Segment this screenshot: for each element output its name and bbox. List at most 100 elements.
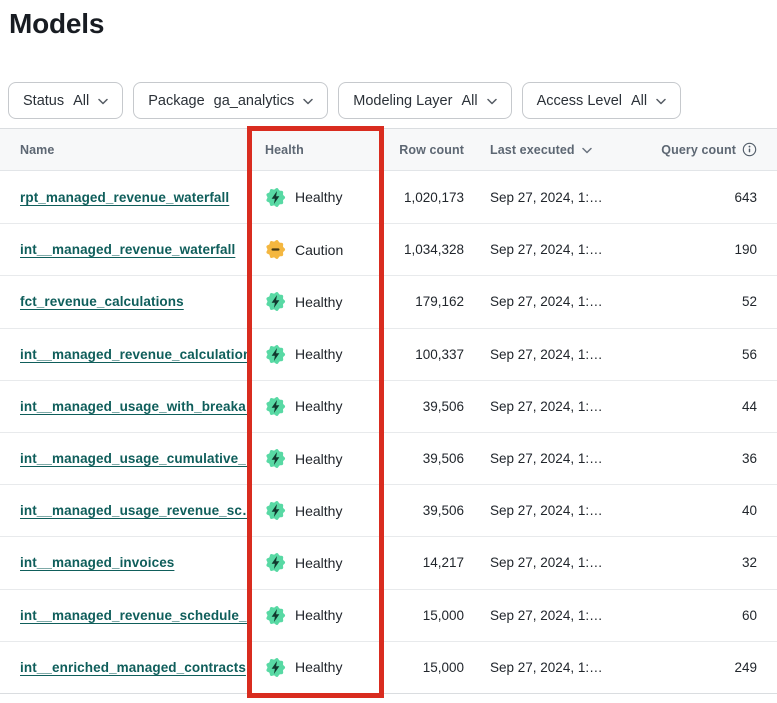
healthy-badge-icon: [265, 605, 286, 626]
filter-status-value: All: [73, 92, 90, 109]
query-count-cell: 60: [741, 607, 757, 623]
model-link[interactable]: int__managed_usage_cumulative_…: [20, 451, 252, 467]
healthy-badge-icon: [265, 657, 286, 678]
filter-package-value: ga_analytics: [213, 92, 295, 109]
row-count-cell: 39,506: [422, 451, 464, 467]
column-header-query-count: Query count: [620, 129, 777, 170]
health-cell: Healthy: [252, 433, 380, 484]
name-cell: int__managed_usage_cumulative_…: [0, 433, 252, 484]
query-count-cell: 249: [734, 659, 757, 675]
model-link[interactable]: rpt_managed_revenue_waterfall: [20, 189, 230, 205]
filter-status[interactable]: Status All: [8, 82, 124, 119]
caution-badge-icon: [265, 239, 286, 260]
table-row: fct_revenue_calculations Healthy 179,162 Se…: [0, 275, 777, 328]
filter-modeling-layer[interactable]: Modeling Layer All: [338, 82, 512, 119]
last-executed-cell: Sep 27, 2024, 1:…: [490, 242, 603, 258]
sort-chevron-icon: [581, 143, 592, 157]
model-link[interactable]: int__managed_usage_revenue_sc…: [20, 503, 252, 519]
row-count-cell: 39,506: [422, 503, 464, 519]
table-row: int__managed_usage_cumulative_… Healthy 39…: [0, 431, 777, 485]
chevron-down-icon: [656, 93, 666, 109]
table-row: int__managed_invoices Healthy 14,217 Sep 27…: [0, 536, 777, 589]
model-link[interactable]: int__managed_revenue_waterfall: [20, 242, 236, 258]
table-row: int__managed_usage_revenue_sc… Healthy 39,…: [0, 484, 777, 537]
column-header-name: Name: [20, 142, 55, 157]
filter-access-level-value: All: [631, 92, 648, 109]
filter-package-label: Package: [148, 92, 205, 109]
column-header-row-count: Row count: [399, 142, 464, 157]
table-row: int__enriched_managed_contracts Healthy 15…: [0, 640, 777, 693]
name-cell: int__enriched_managed_contracts: [0, 642, 252, 693]
chevron-down-icon: [486, 93, 497, 109]
column-header-last-executed[interactable]: Last executed: [470, 129, 620, 170]
model-link[interactable]: fct_revenue_calculations: [20, 294, 184, 310]
health-cell: Healthy: [252, 642, 380, 693]
healthy-badge-icon: [265, 291, 286, 312]
info-icon[interactable]: [742, 142, 757, 157]
model-link[interactable]: int__managed_usage_with_breaka…: [20, 398, 252, 414]
filter-access-level-label: Access Level: [536, 92, 622, 109]
row-count-cell: 179,162: [415, 294, 464, 310]
last-executed-cell: Sep 27, 2024, 1:…: [490, 659, 603, 675]
query-count-cell: 44: [741, 398, 757, 414]
filter-modeling-layer-label: Modeling Layer: [353, 92, 453, 109]
health-label: Healthy: [295, 554, 343, 571]
health-cell: Healthy: [252, 537, 380, 588]
query-count-cell: 56: [741, 346, 757, 362]
healthy-badge-icon: [265, 344, 286, 365]
filter-bar: Status All Package ga_analytics Modeling L…: [8, 82, 777, 119]
last-executed-cell: Sep 27, 2024, 1:…: [490, 294, 603, 310]
health-label: Caution: [295, 241, 344, 258]
table-row: rpt_managed_revenue_waterfall Healthy 1,02…: [0, 171, 777, 224]
health-cell: Healthy: [252, 381, 380, 432]
column-header-health: Health: [265, 142, 304, 157]
row-count-cell: 14,217: [422, 555, 464, 571]
last-executed-cell: Sep 27, 2024, 1:…: [490, 398, 603, 414]
filter-package[interactable]: Package ga_analytics: [133, 82, 329, 119]
table-row: int__managed_revenue_calculations Healthy…: [0, 327, 777, 380]
row-count-cell: 15,000: [422, 607, 464, 623]
health-label: Healthy: [295, 189, 343, 206]
query-count-cell: 32: [741, 555, 757, 571]
health-cell: Healthy: [252, 590, 380, 641]
row-count-cell: 15,000: [422, 659, 464, 675]
healthy-badge-icon: [265, 552, 286, 573]
row-count-cell: 1,020,173: [403, 189, 464, 205]
healthy-badge-icon: [265, 396, 286, 417]
page-title: Models: [9, 8, 105, 39]
models-table: Name Health Row count Last executed Quer…: [0, 128, 777, 694]
last-executed-cell: Sep 27, 2024, 1:…: [490, 189, 603, 205]
name-cell: int__managed_revenue_calculations: [0, 329, 252, 380]
filter-modeling-layer-value: All: [461, 92, 478, 109]
table-body: rpt_managed_revenue_waterfall Healthy 1,02…: [0, 171, 777, 693]
filter-status-label: Status: [23, 92, 65, 109]
health-label: Healthy: [295, 502, 343, 519]
row-count-cell: 39,506: [422, 398, 464, 414]
health-cell: Healthy: [252, 485, 380, 536]
name-cell: fct_revenue_calculations: [0, 276, 252, 327]
chevron-down-icon: [98, 93, 108, 109]
healthy-badge-icon: [265, 187, 286, 208]
name-cell: int__managed_revenue_waterfall: [0, 224, 252, 275]
health-cell: Healthy: [252, 171, 380, 223]
query-count-cell: 40: [741, 503, 757, 519]
last-executed-cell: Sep 27, 2024, 1:…: [490, 451, 603, 467]
health-cell: Healthy: [252, 276, 380, 327]
table-row: int__managed_revenue_waterfall Caution 1,0…: [0, 223, 777, 276]
health-label: Healthy: [295, 607, 343, 624]
model-link[interactable]: int__managed_revenue_schedule_…: [20, 607, 252, 623]
health-label: Healthy: [295, 450, 343, 467]
name-cell: int__managed_usage_revenue_sc…: [0, 485, 252, 536]
model-link[interactable]: int__managed_invoices: [20, 555, 175, 571]
filter-access-level[interactable]: Access Level All: [521, 82, 682, 119]
row-count-cell: 100,337: [415, 346, 464, 362]
name-cell: rpt_managed_revenue_waterfall: [0, 171, 252, 223]
health-label: Healthy: [295, 346, 343, 363]
model-link[interactable]: int__managed_revenue_calculations: [20, 346, 252, 362]
model-link[interactable]: int__enriched_managed_contracts: [20, 659, 246, 675]
table-row: int__managed_usage_with_breaka… Healthy 39…: [0, 379, 777, 432]
health-label: Healthy: [295, 398, 343, 415]
chevron-down-icon: [303, 93, 314, 109]
name-cell: int__managed_revenue_schedule_…: [0, 590, 252, 641]
name-cell: int__managed_usage_with_breaka…: [0, 381, 252, 432]
